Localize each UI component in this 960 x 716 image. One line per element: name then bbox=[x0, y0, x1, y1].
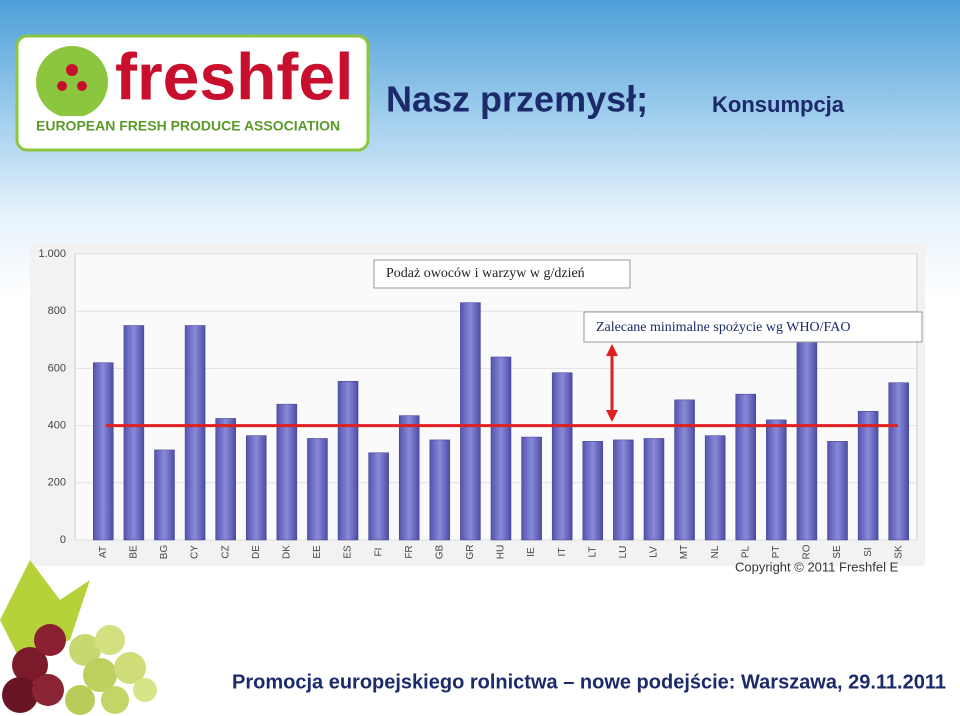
bar bbox=[93, 362, 114, 541]
x-tick-label: SE bbox=[832, 545, 843, 559]
y-tick-label: 600 bbox=[48, 362, 66, 374]
x-tick-label: IE bbox=[526, 547, 537, 557]
x-tick-label: SI bbox=[863, 547, 874, 556]
footer: Promocja europejskiego rolnictwa – nowe … bbox=[232, 671, 946, 693]
x-tick-label: EE bbox=[312, 545, 323, 559]
bar bbox=[888, 382, 909, 541]
x-tick-label: SK bbox=[893, 545, 904, 559]
bar bbox=[337, 381, 359, 541]
annotation-box bbox=[373, 259, 631, 289]
x-tick-label: BG bbox=[159, 545, 170, 560]
logo-band bbox=[26, 116, 360, 138]
x-tick-label: MT bbox=[679, 545, 690, 559]
bar bbox=[184, 325, 206, 541]
logo-name: freshfel bbox=[115, 39, 353, 113]
logo-icon bbox=[57, 81, 67, 91]
bar bbox=[582, 441, 604, 541]
bar bbox=[613, 439, 634, 541]
x-tick-label: HU bbox=[496, 545, 507, 559]
subtitle: Konsumpcja bbox=[712, 92, 845, 117]
x-tick-label: PL bbox=[740, 545, 751, 558]
bar bbox=[735, 393, 756, 541]
bar bbox=[521, 436, 542, 541]
arrow-head bbox=[606, 344, 618, 356]
arrow-head bbox=[606, 410, 618, 422]
x-tick-label: LT bbox=[587, 547, 598, 558]
annotation: Podaż owoców i warzyw w g/dzień bbox=[386, 266, 585, 281]
bar bbox=[643, 438, 665, 541]
x-tick-label: LV bbox=[649, 546, 660, 558]
bar bbox=[215, 418, 236, 541]
leaf bbox=[0, 560, 90, 660]
grapes bbox=[2, 624, 157, 715]
bar bbox=[674, 399, 695, 541]
x-tick-label: CY bbox=[190, 545, 201, 559]
bar bbox=[460, 302, 481, 541]
bar bbox=[796, 333, 818, 541]
x-tick-label: PT bbox=[771, 546, 782, 559]
x-tick-label: FR bbox=[404, 545, 415, 558]
logo-icon bbox=[36, 46, 108, 118]
x-tick-label: GR bbox=[465, 545, 476, 560]
logo-icon bbox=[77, 81, 87, 91]
logo-icon bbox=[66, 64, 78, 76]
x-tick-label: LU bbox=[618, 546, 629, 559]
y-tick-label: 800 bbox=[48, 305, 66, 317]
x-tick-label: DK bbox=[281, 545, 292, 559]
x-tick-label: BE bbox=[129, 545, 140, 559]
bar bbox=[827, 441, 848, 541]
x-tick-label: RO bbox=[802, 544, 813, 559]
y-tick-label: 400 bbox=[48, 420, 66, 432]
bar bbox=[429, 439, 451, 541]
bar bbox=[766, 419, 787, 541]
y-tick-label: 1.000 bbox=[38, 248, 66, 260]
bar bbox=[154, 449, 175, 541]
bar bbox=[276, 403, 298, 541]
x-tick-label: GB bbox=[434, 544, 445, 559]
x-tick-label: CZ bbox=[220, 545, 231, 558]
x-tick-label: NL bbox=[710, 545, 721, 558]
copyright: Copyright © 2011 Freshfel E bbox=[735, 559, 899, 574]
bar bbox=[307, 438, 328, 541]
bar bbox=[123, 325, 145, 541]
x-tick-label: DE bbox=[251, 545, 262, 559]
y-tick-label: 200 bbox=[48, 477, 66, 489]
title: Nasz przemysł; bbox=[386, 79, 648, 120]
bar bbox=[704, 435, 726, 541]
y-tick-label: 0 bbox=[60, 534, 66, 546]
bar bbox=[398, 415, 420, 541]
logo-tagline: EUROPEAN FRESH PRODUCE ASSOCIATION bbox=[36, 118, 340, 134]
x-tick-label: ES bbox=[343, 545, 354, 559]
bar bbox=[368, 452, 389, 541]
annotation-box bbox=[583, 311, 923, 343]
bar bbox=[246, 435, 267, 541]
x-tick-label: IT bbox=[557, 548, 568, 557]
x-tick-label: AT bbox=[98, 546, 109, 558]
x-tick-label: FI bbox=[373, 548, 384, 557]
bar bbox=[490, 356, 512, 541]
annotation: Zalecane minimalne spożycie wg WHO/FAO bbox=[596, 320, 851, 335]
bar bbox=[551, 372, 573, 541]
bar bbox=[857, 411, 879, 541]
